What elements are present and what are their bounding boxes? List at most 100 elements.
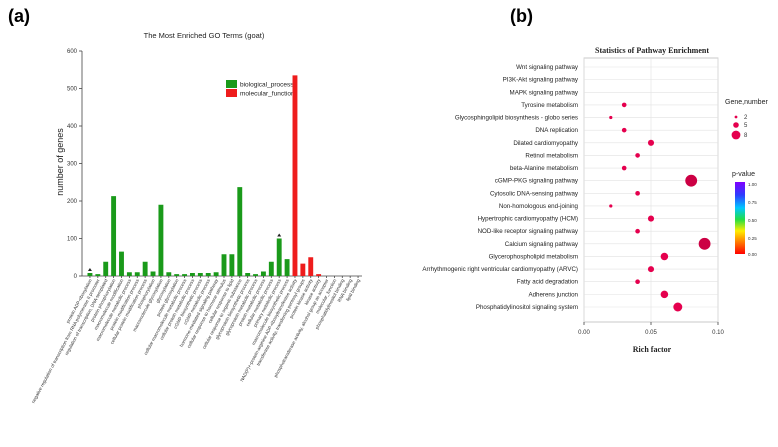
pathway-bubble	[609, 204, 613, 208]
pathway-y-tick-label: Cytosolic DNA-sensing pathway	[490, 190, 579, 197]
pathway-scatter-chart: Statistics of Pathway Enrichment Rich fa…	[422, 46, 768, 354]
gene-number-legend-label-2: 2	[744, 115, 748, 121]
pathway-y-tick-label: cGMP-PKG signaling pathway	[495, 178, 579, 185]
go-bar	[316, 274, 322, 276]
p-value-legend: p-value 1.00 0.75 0.50 0.25 0.00	[732, 171, 757, 257]
pathway-y-tick-label: beta-Alanine metabolism	[510, 165, 578, 172]
go-bar	[213, 272, 219, 276]
gene-number-legend-dot-8	[731, 130, 741, 140]
go-bar	[119, 251, 124, 276]
pathway-y-tick-label: Phosphatidylinositol signaling system	[476, 304, 578, 311]
pathway-bubble	[635, 228, 640, 234]
legend-label-molecular-function: molecular_function	[240, 91, 295, 98]
pathway-bubble	[621, 102, 627, 108]
go-bar	[150, 271, 156, 276]
pathway-y-tick-label: Arrhythmogenic right ventricular cardiom…	[422, 266, 578, 273]
pathway-y-tick-label: Non-homologous end-joining	[499, 203, 579, 210]
go-y-tick-label: 300	[67, 162, 78, 168]
go-bar-chart: The Most Enriched GO Terms (goat) number…	[31, 31, 362, 404]
pathway-y-tick-label: PI3K-Akt signaling pathway	[503, 77, 579, 84]
go-bar	[237, 187, 243, 276]
pathway-y-tick-label: NOD-like receptor signaling pathway	[478, 228, 579, 235]
pathway-x-tick-label: 0.00	[578, 330, 590, 336]
pathway-y-tick-label: Retinol metabolism	[525, 152, 578, 159]
go-bar	[87, 273, 93, 276]
go-bar	[197, 273, 203, 276]
go-bar	[260, 271, 266, 276]
pathway-y-tick-label: Wnt signaling pathway	[516, 64, 579, 71]
pathway-bubble	[698, 237, 711, 250]
gene-number-legend-dot-2	[734, 115, 738, 119]
go-bar	[142, 261, 148, 276]
pathway-x-axis-label: Rich factor	[633, 345, 672, 354]
panel-a-label: (a)	[8, 6, 30, 26]
go-bar	[276, 238, 282, 276]
gene-number-legend-label-5: 5	[744, 123, 748, 129]
legend-label-biological-process: biological_process	[240, 82, 294, 89]
go-bar	[158, 204, 164, 276]
pathway-y-tick-label: Adherens junction	[528, 291, 578, 298]
go-y-tick-label: 600	[67, 49, 78, 55]
go-bar	[292, 75, 298, 276]
go-bar-marker	[277, 233, 282, 237]
legend-swatch-molecular-function	[226, 89, 237, 97]
gene-number-legend: Gene,number 2 5 8	[725, 99, 768, 140]
go-bar	[182, 274, 188, 276]
go-bar	[134, 272, 140, 276]
go-bar	[111, 196, 117, 276]
p-value-tick-2: 0.75	[748, 200, 757, 205]
pathway-bubble	[660, 290, 669, 299]
p-value-tick-1: 1.00	[748, 182, 757, 187]
pathway-chart-title: Statistics of Pathway Enrichment	[595, 46, 709, 55]
panel-b-label: (b)	[510, 6, 533, 26]
go-bar	[190, 273, 195, 276]
go-chart-title: The Most Enriched GO Terms (goat)	[144, 31, 265, 40]
go-bar	[205, 273, 211, 276]
pathway-bubble	[647, 215, 655, 222]
pathway-x-tick-label: 0.10	[712, 330, 724, 336]
pathway-bubble	[647, 139, 655, 146]
p-value-legend-title: p-value	[732, 171, 755, 178]
pathway-y-tick-label: Dilated cardiomyopathy	[513, 140, 579, 147]
go-bar	[166, 272, 172, 276]
pathway-bubble	[635, 279, 640, 285]
pathway-y-tick-label: MAPK signaling pathway	[510, 89, 579, 96]
go-y-tick-label: 400	[67, 124, 78, 130]
pathway-bubble	[647, 266, 655, 273]
gene-number-legend-dot-5	[733, 122, 739, 128]
pathway-y-tick-label: DNA replication	[535, 127, 578, 134]
pathway-bubble	[673, 302, 683, 312]
go-y-tick-label: 500	[67, 87, 78, 93]
pathway-x-tick-label: 0.05	[645, 330, 657, 336]
go-bar	[229, 254, 235, 276]
gene-number-legend-title: Gene,number	[725, 99, 768, 106]
go-y-axis-label: number of genes	[55, 128, 65, 196]
pathway-y-tick-label: Glycerophospholipid metabolism	[489, 253, 578, 260]
go-bar	[174, 274, 180, 276]
go-bar	[284, 259, 290, 276]
go-bar-marker	[87, 268, 92, 271]
p-value-colorbar	[735, 182, 745, 254]
go-bar	[253, 274, 258, 276]
pathway-bubble	[621, 127, 627, 133]
go-bar	[95, 274, 101, 276]
go-bar	[126, 272, 132, 276]
go-bar	[268, 261, 274, 276]
pathway-bubble	[660, 252, 669, 261]
go-bar	[245, 273, 251, 276]
pathway-y-tick-label: Tyrosine metabolism	[521, 102, 578, 109]
pathway-y-tick-label: Calcium signaling pathway	[505, 241, 579, 248]
go-y-tick-label: 200	[67, 199, 78, 205]
pathway-y-tick-label: Fatty acid degradation	[517, 279, 579, 286]
pathway-bubble	[635, 153, 640, 158]
go-bar	[221, 254, 227, 276]
legend-swatch-biological-process	[226, 80, 237, 88]
go-bar	[308, 257, 314, 276]
go-x-tick-label: negative regulation of transcription fro…	[31, 278, 101, 404]
go-y-tick-label: 100	[67, 237, 78, 243]
pathway-y-tick-label: Hypertrophic cardiomyopathy (HCM)	[478, 216, 578, 223]
p-value-tick-3: 0.50	[748, 218, 757, 223]
go-y-tick-label: 0	[74, 274, 78, 280]
gene-number-legend-label-8: 8	[744, 133, 748, 139]
